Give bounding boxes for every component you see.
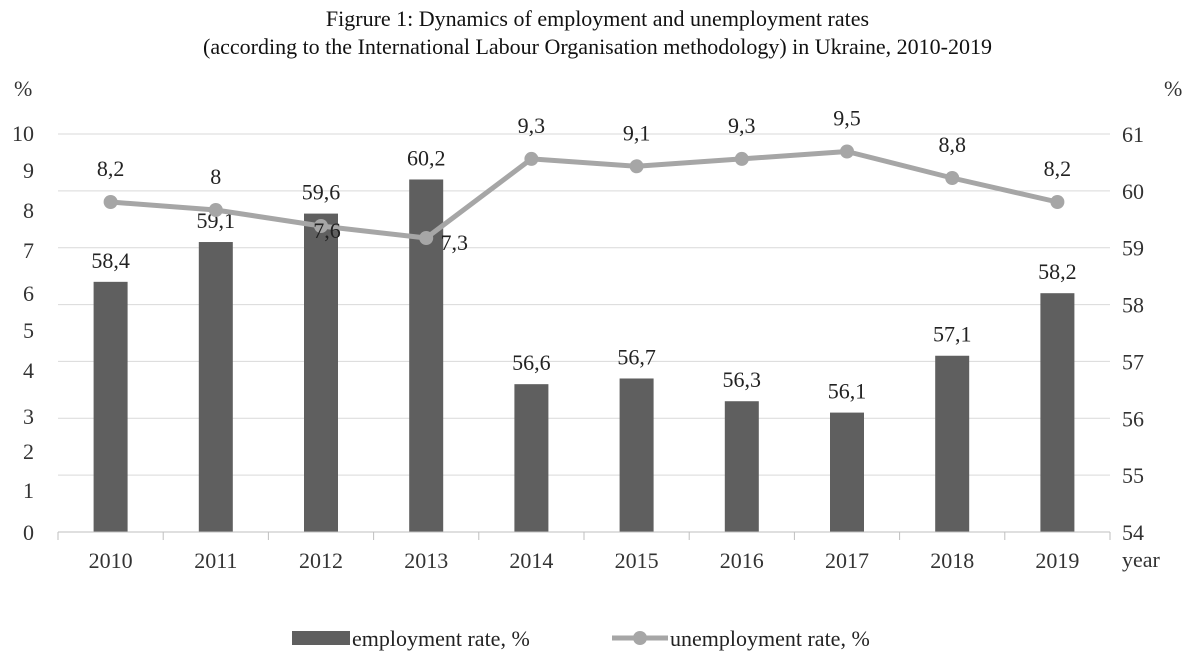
unemployment-point — [1050, 195, 1065, 209]
right-axis-ticks: 54 55 56 57 58 59 60 61 — [1122, 122, 1144, 545]
legend-label-employment: employment rate, % — [352, 626, 530, 651]
employment-bar-label: 60,2 — [407, 145, 446, 170]
unemployment-point-label: 7,6 — [313, 218, 341, 243]
x-tick-label: 2011 — [194, 548, 237, 573]
legend-swatch-employment — [292, 631, 350, 645]
x-tick-label: 2012 — [299, 548, 343, 573]
employment-bar-label: 59,6 — [302, 180, 341, 205]
employment-bar — [1040, 293, 1075, 532]
right-tick-label: 56 — [1122, 406, 1144, 431]
left-axis-unit: % — [14, 76, 32, 101]
unemployment-point — [314, 219, 328, 233]
x-tick-label: 2016 — [720, 548, 764, 573]
left-tick-label: 3 — [23, 404, 34, 429]
employment-bar — [198, 242, 233, 532]
left-tick-label: 6 — [23, 281, 34, 306]
left-tick-label: 10 — [12, 121, 34, 146]
employment-bar-labels: 58,459,159,660,256,6 56,756,3 56,157,158,2 — [91, 145, 1076, 403]
right-tick-label: 54 — [1122, 520, 1144, 545]
unemployment-line-path — [110, 149, 1058, 241]
employment-bar — [514, 384, 549, 532]
right-tick-label: 55 — [1122, 463, 1144, 488]
employment-bar-label: 58,2 — [1038, 259, 1077, 284]
x-tick-label: 2014 — [509, 548, 553, 573]
left-tick-label: 9 — [23, 158, 34, 183]
x-tick-label: 2019 — [1035, 548, 1079, 573]
left-tick-label: 1 — [23, 478, 34, 503]
unemployment-point-label: 8,8 — [938, 132, 966, 157]
left-tick-label: 8 — [23, 198, 34, 223]
employment-bar — [304, 213, 338, 532]
left-axis-ticks: 0 1 2 3 4 5 6 7 8 9 10 — [12, 121, 34, 545]
employment-bar-label: 56,6 — [512, 350, 551, 375]
legend: employment rate, % unemployment rate, % — [292, 626, 870, 651]
x-tick-label: 2018 — [930, 548, 974, 573]
employment-bar-label: 56,1 — [828, 379, 867, 404]
unemployment-point-label: 9,1 — [623, 120, 651, 145]
right-tick-label: 61 — [1122, 122, 1144, 147]
legend-label-unemployment: unemployment rate, % — [670, 626, 870, 651]
unemployment-point — [734, 151, 749, 166]
gridlines — [58, 133, 1110, 533]
x-tick-label: 2013 — [404, 548, 448, 573]
right-tick-label: 60 — [1122, 179, 1144, 204]
unemployment-line-labels: 8,2 8 7,6 7,3 9,3 9,1 9,3 9,5 8,8 8,2 — [97, 106, 1071, 256]
left-tick-label: 2 — [23, 439, 34, 464]
employment-bar-label: 56,7 — [617, 344, 656, 369]
employment-bar — [830, 412, 864, 532]
x-tick-label: 2017 — [825, 548, 869, 573]
unemployment-point — [103, 195, 118, 209]
employment-bar-label: 57,1 — [933, 322, 972, 347]
left-tick-label: 4 — [23, 358, 34, 383]
unemployment-point — [945, 171, 960, 185]
unemployment-point — [524, 151, 539, 166]
employment-bar — [93, 281, 128, 532]
employment-bar — [935, 355, 970, 532]
left-tick-label: 5 — [23, 318, 34, 343]
right-tick-label: 59 — [1122, 236, 1144, 261]
employment-bars — [93, 179, 1075, 532]
unemployment-point-label: 9,3 — [728, 113, 756, 138]
unemployment-point — [840, 144, 854, 159]
employment-bar-label: 58,4 — [91, 248, 130, 273]
unemployment-point-label: 9,3 — [518, 113, 546, 138]
chart-title-line-1: Figrure 1: Dynamics of employment and un… — [325, 6, 870, 31]
right-axis-unit: % — [1164, 76, 1182, 101]
employment-bar — [619, 378, 654, 532]
legend-marker-unemployment — [633, 631, 647, 645]
left-tick-label: 0 — [23, 520, 34, 545]
x-tick-label: 2015 — [615, 548, 659, 573]
unemployment-point-label: 8,2 — [1044, 156, 1072, 181]
chart-title-line-2: (according to the International Labour O… — [203, 34, 992, 59]
x-axis-label: year — [1122, 547, 1161, 572]
unemployment-point — [208, 203, 223, 217]
x-axis: 2010 2011 2012 2013 2014 2015 2016 2017 2018 2019 — [57, 531, 1111, 573]
right-tick-label: 57 — [1122, 349, 1144, 374]
unemployment-point — [419, 231, 434, 245]
left-tick-label: 7 — [23, 238, 34, 263]
x-tick-label: 2010 — [89, 548, 133, 573]
employment-bar-label: 56,3 — [723, 367, 762, 392]
unemployment-point-label: 8,2 — [97, 156, 125, 181]
right-tick-label: 58 — [1122, 293, 1144, 318]
employment-bar — [724, 401, 759, 532]
unemployment-line — [103, 144, 1065, 245]
unemployment-point-label: 9,5 — [833, 106, 861, 131]
unemployment-point-label: 8 — [210, 164, 221, 189]
unemployment-point-label: 7,3 — [440, 230, 468, 255]
unemployment-point — [629, 159, 644, 174]
